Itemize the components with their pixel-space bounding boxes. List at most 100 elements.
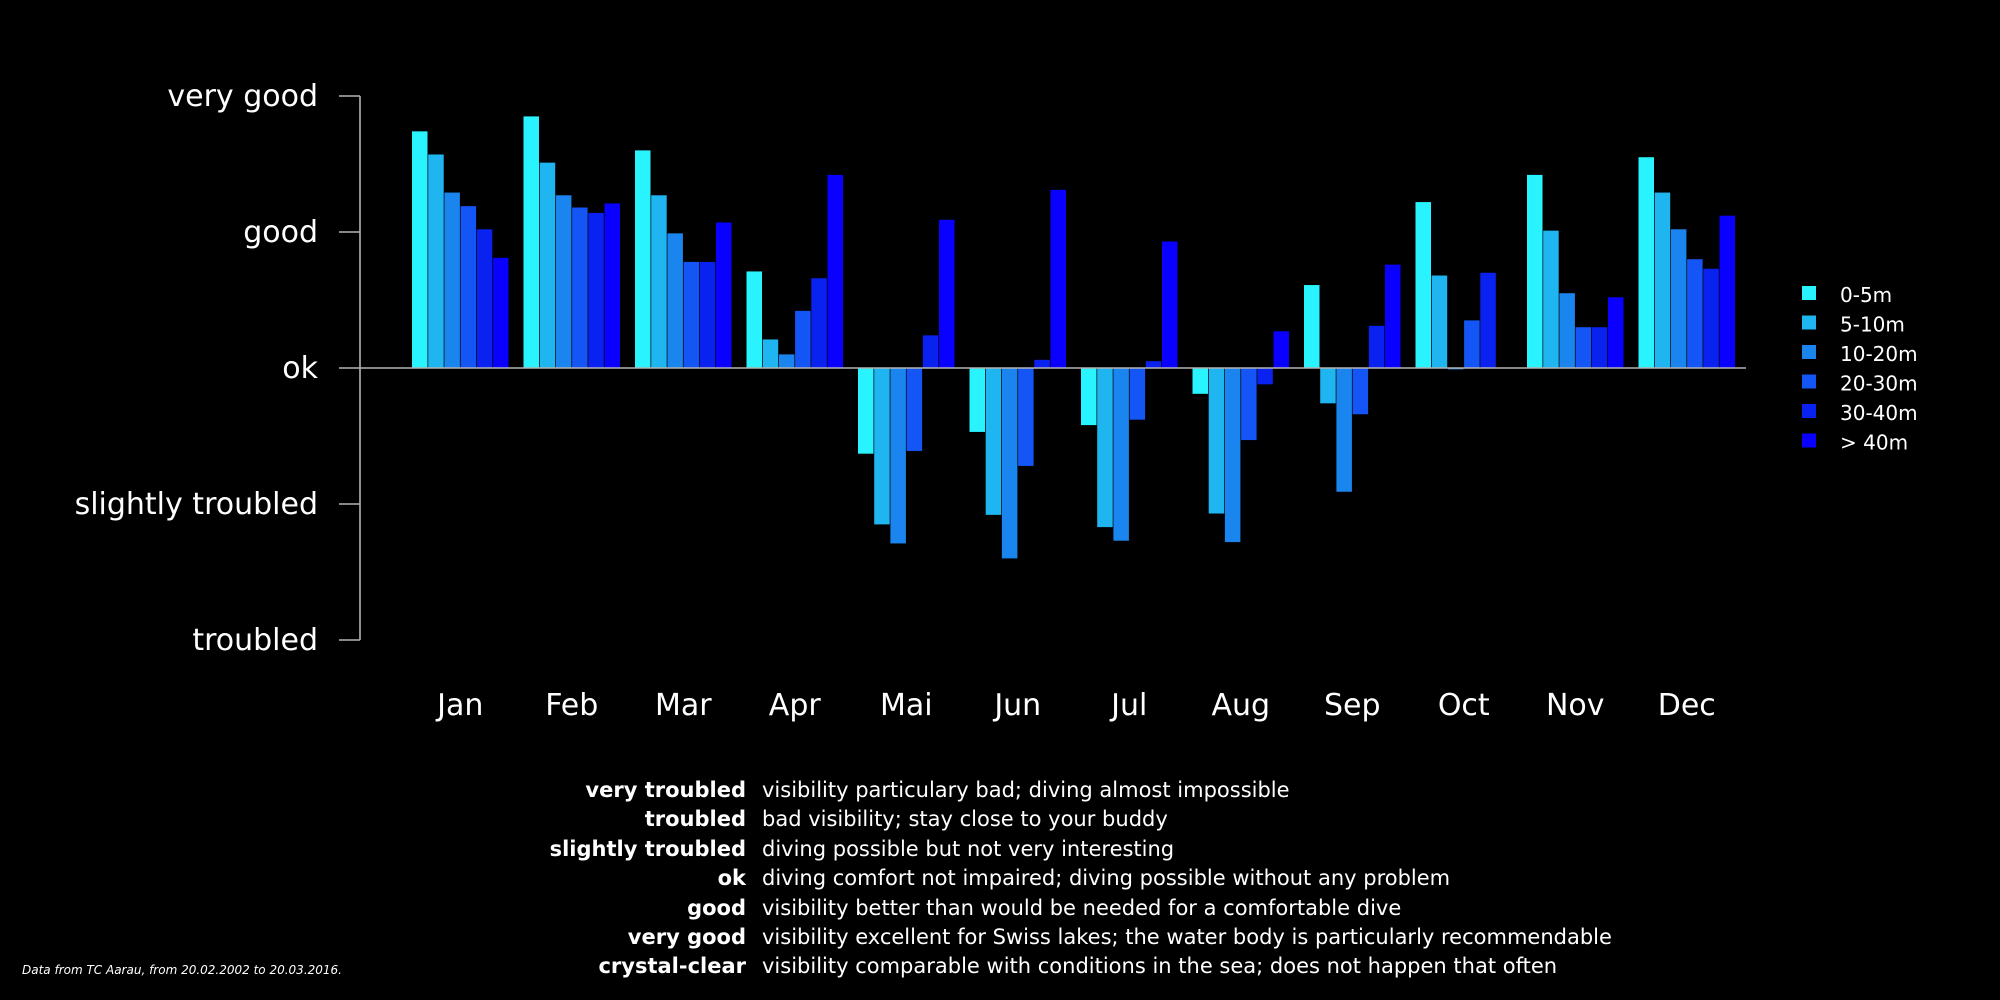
definition-row: crystal-clear visibility comparable with … — [440, 952, 1640, 981]
bar — [523, 116, 539, 369]
bar — [716, 222, 732, 368]
legend-label: 20-30m — [1840, 372, 1918, 396]
legend-swatch — [1802, 433, 1816, 448]
bar — [1162, 241, 1178, 368]
y-tick-label: troubled — [192, 623, 318, 658]
y-tick-label: good — [243, 215, 318, 250]
definition-row: slightly troubled diving possible but not… — [440, 835, 1640, 864]
bar — [1527, 174, 1543, 368]
bar — [604, 203, 620, 368]
bar — [635, 150, 651, 368]
bar — [1224, 368, 1241, 543]
x-tick-label: Dec — [1658, 688, 1716, 723]
bar — [1385, 264, 1401, 368]
bar — [1129, 368, 1146, 420]
bar — [1113, 368, 1129, 541]
bar — [1257, 368, 1273, 385]
legend: 0-5m 5-10m 10-20m 20-30m 30-40m > 40m — [1802, 283, 1918, 455]
bar — [1638, 157, 1654, 368]
definition-term: good — [687, 895, 746, 920]
x-tick-label: Jan — [435, 688, 483, 723]
bar — [476, 229, 493, 368]
bar — [778, 354, 795, 368]
bar — [1320, 368, 1336, 404]
bar — [811, 278, 827, 368]
bar — [1591, 327, 1608, 368]
bar — [1192, 368, 1208, 394]
bar — [1543, 230, 1559, 368]
definition-term: very troubled — [585, 778, 746, 802]
bar — [1001, 368, 1018, 559]
bar — [827, 174, 843, 368]
visibility-definitions: very troubled visibility particulary bad;… — [440, 776, 1640, 982]
bar — [1145, 361, 1162, 368]
bar — [1654, 192, 1671, 368]
bar — [555, 195, 572, 368]
bar — [969, 368, 985, 432]
bar — [699, 261, 716, 368]
definition-term: very good — [627, 925, 746, 950]
definition-description: diving possible but not very interesting — [762, 836, 1175, 861]
x-tick-label: Jul — [1109, 688, 1147, 723]
bar — [1687, 259, 1703, 368]
definition-row: very troubled visibility particulary bad;… — [440, 776, 1640, 805]
bar — [1018, 368, 1034, 466]
definition-description: bad visibility; stay close to your buddy — [762, 807, 1168, 832]
legend-swatch — [1802, 286, 1816, 300]
bar — [1097, 368, 1113, 528]
bar — [539, 162, 556, 368]
bar — [1034, 359, 1050, 368]
bar — [1415, 202, 1431, 368]
bar — [588, 212, 604, 368]
bar — [1480, 272, 1496, 368]
bar — [1241, 368, 1257, 441]
y-axis: very good good ok slightly troubled troubled — [75, 79, 361, 658]
bar — [746, 271, 762, 368]
definition-row: ok diving comfort not impaired; diving po… — [440, 864, 1640, 893]
definition-description: visibility excellent for Swiss lakes; th… — [762, 925, 1612, 950]
x-tick-label: Mar — [655, 688, 712, 723]
legend-label: 5-10m — [1840, 313, 1905, 337]
bar — [1304, 285, 1320, 368]
definition-term: slightly troubled — [549, 836, 746, 861]
bar — [1273, 331, 1289, 368]
bar — [460, 206, 477, 368]
bar — [874, 368, 890, 525]
definition-description: visibility comparable with conditions in… — [762, 954, 1558, 979]
bar — [428, 154, 444, 368]
definition-term: troubled — [644, 807, 746, 832]
legend-label: 10-20m — [1840, 342, 1918, 366]
bar — [667, 233, 683, 368]
x-tick-label: Feb — [545, 688, 598, 723]
bar — [858, 368, 874, 454]
bar — [922, 335, 939, 368]
x-tick-label: Oct — [1438, 688, 1490, 723]
bar — [906, 368, 923, 451]
x-tick-label: Jun — [992, 688, 1041, 723]
bar — [1368, 325, 1385, 368]
y-tick-label: very good — [167, 79, 318, 114]
source-note: Data from TC Aarau, from 20.02.2002 to 2… — [22, 963, 342, 977]
bar — [1608, 297, 1624, 368]
bar — [890, 368, 906, 544]
legend-label: 30-40m — [1840, 401, 1918, 425]
bar — [1670, 229, 1687, 368]
bar — [683, 261, 700, 368]
definition-row: good visibility better than would be need… — [440, 894, 1640, 923]
bar — [762, 339, 779, 368]
x-tick-label: Mai — [880, 688, 933, 723]
x-axis: Jan Feb Mar Apr Mai Jun Jul Aug Sep Oct Nov Dec — [435, 688, 1716, 723]
bar — [1559, 293, 1575, 368]
x-tick-label: Aug — [1211, 688, 1270, 723]
bar — [1352, 368, 1369, 415]
bar — [1703, 268, 1719, 368]
bar — [1719, 215, 1735, 368]
legend-label: 0-5m — [1840, 283, 1892, 307]
bar — [985, 368, 1002, 515]
bar — [1050, 189, 1066, 368]
bar — [1464, 320, 1480, 368]
bar — [572, 207, 588, 368]
bar — [1431, 275, 1448, 368]
definition-term: ok — [717, 866, 746, 891]
definition-term: crystal-clear — [598, 954, 746, 979]
